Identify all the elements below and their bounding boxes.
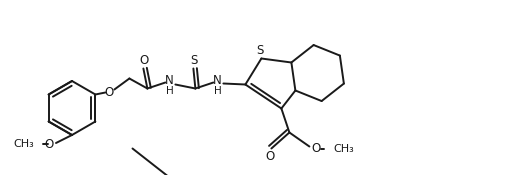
Text: CH₃: CH₃: [333, 144, 353, 153]
Text: O: O: [311, 142, 320, 155]
Text: S: S: [256, 44, 264, 57]
Text: CH₃: CH₃: [13, 139, 34, 149]
Text: H: H: [165, 86, 173, 96]
Text: N: N: [213, 74, 221, 87]
Text: S: S: [190, 54, 197, 67]
Text: N: N: [165, 74, 174, 87]
Text: O: O: [104, 86, 114, 99]
Text: O: O: [265, 150, 274, 163]
Text: O: O: [139, 54, 149, 67]
Text: O: O: [44, 138, 53, 150]
Text: H: H: [213, 86, 221, 96]
